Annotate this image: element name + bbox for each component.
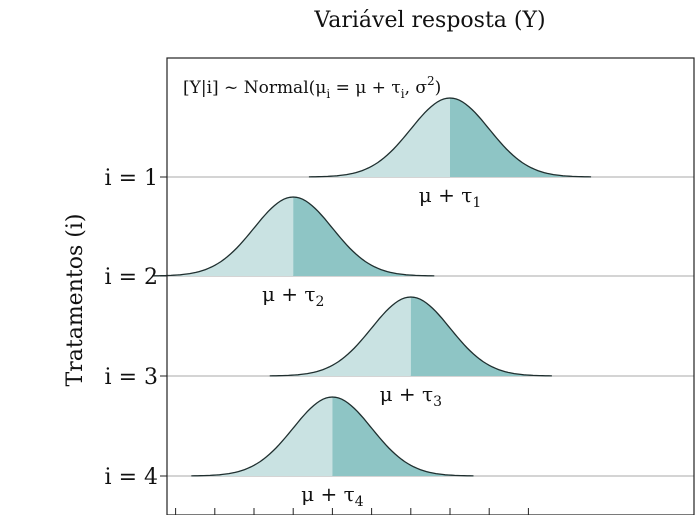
mean-label-4: μ + τ4 [301,482,364,510]
density-right-2 [293,197,435,276]
plot-frame [166,57,695,515]
y-tick-label-3: i = 3 [105,365,158,390]
mean-label-3: μ + τ3 [380,382,442,410]
y-axis-label: Tratamentos (i) [63,214,88,387]
y-tick-label-2: i = 2 [105,265,158,290]
density-left-4 [191,397,333,476]
density-left-3 [269,297,411,376]
plot-area: μ + τ1 μ + τ2 μ + τ3 μ + τ4 [152,97,694,515]
chart-title: Variável resposta (Y) [313,8,545,33]
mean-label-2: μ + τ2 [262,282,324,310]
density-right-4 [332,397,474,476]
density-left-1 [308,98,450,177]
density-curve-4 [191,396,474,477]
density-curve-2 [152,196,435,277]
density-curve-1 [308,97,592,178]
density-right-3 [410,297,552,376]
density-left-2 [152,197,294,276]
series-4: μ + τ4 [160,396,694,510]
mean-label-1: μ + τ1 [419,183,481,211]
density-curve-3 [269,296,552,377]
y-tick-label-1: i = 1 [105,166,158,191]
y-tick-label-4: i = 4 [105,465,158,490]
series-1: μ + τ1 [160,97,694,211]
model-annotation: [Y|i] ~ Normal(μi = μ + τi, σ2) [183,74,441,101]
density-right-1 [450,98,592,177]
series-2: μ + τ2 [152,196,694,310]
series-3: μ + τ3 [160,296,694,410]
